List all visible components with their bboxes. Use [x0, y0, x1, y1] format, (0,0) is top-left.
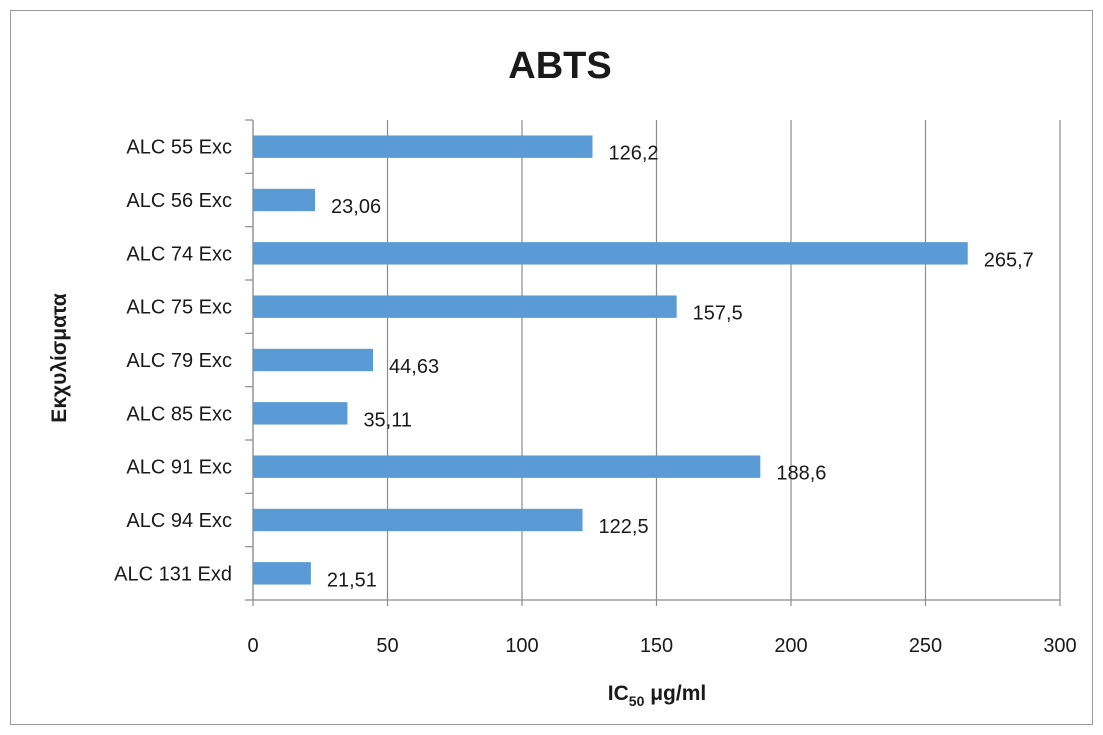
chart-frame: [10, 10, 1093, 725]
category-label: ALC 75 Exc: [126, 297, 232, 319]
data-label: 23,06: [331, 196, 381, 218]
category-label: ALC 85 Exc: [126, 403, 232, 425]
data-label: 126,2: [608, 143, 658, 165]
x-axis-label-main: IC: [608, 682, 629, 705]
x-tick-label: 0: [247, 635, 258, 657]
x-tick-labels: 0 50 100 150 200 250 300: [247, 635, 1076, 657]
data-label: 122,5: [599, 516, 649, 538]
bar: [253, 455, 761, 478]
x-tick-label: 100: [505, 635, 538, 657]
x-tick-label: 300: [1043, 635, 1076, 657]
x-tick-label: 200: [774, 635, 807, 657]
bar: [253, 508, 583, 532]
bar: [253, 562, 311, 585]
bar: [253, 135, 593, 158]
category-label: ALC 131 Exd: [114, 563, 232, 585]
bar: [253, 188, 316, 212]
bar: [253, 402, 348, 425]
category-label: ALC 56 Exc: [126, 190, 232, 212]
data-label: 265,7: [984, 249, 1034, 271]
category-label: ALC 55 Exc: [126, 137, 232, 159]
x-tick-label: 250: [909, 635, 942, 657]
chart-title: ABTS: [508, 45, 611, 87]
x-tick-label: 150: [640, 635, 673, 657]
bar: [253, 295, 677, 318]
bar: [253, 242, 968, 265]
category-label: ALC 94 Exc: [126, 510, 232, 532]
x-tick-label: 50: [376, 635, 398, 657]
data-label: 35,11: [363, 409, 412, 431]
bar: [253, 348, 374, 372]
x-axis-label-rest: μg/ml: [644, 682, 706, 705]
category-label: ALC 79 Exc: [126, 350, 232, 372]
category-label: ALC 91 Exc: [126, 457, 232, 479]
x-axis-label-sub: 50: [629, 693, 645, 709]
bar-series: [253, 135, 968, 585]
data-label: 44,63: [389, 356, 439, 378]
x-axis-label: IC50 μg/ml: [608, 682, 706, 709]
data-label: 21,51: [327, 569, 377, 591]
category-label: ALC 74 Exc: [126, 243, 232, 265]
y-axis-label: Εκχυλίσματα: [48, 293, 71, 422]
data-label: 157,5: [693, 303, 743, 325]
data-labels: 126,2 23,06 265,7 157,5 44,63 35,11 188,6 122,5…: [327, 143, 1034, 592]
data-label: 188,6: [776, 463, 826, 485]
category-labels: ALC 55 Exc ALC 56 Exc ALC 74 Exc ALC 75 Exc…: [114, 137, 232, 586]
